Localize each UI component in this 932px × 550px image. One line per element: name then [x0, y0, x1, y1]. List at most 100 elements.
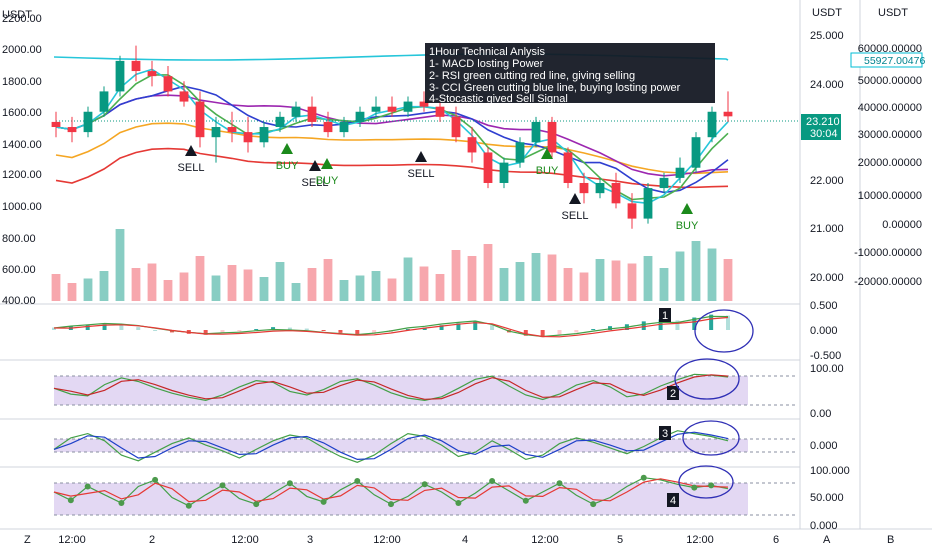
macd-histogram-bar: [169, 330, 174, 333]
price-badge: 23.210 30:04: [801, 114, 841, 140]
panel-cci-tick-label: 0.000: [810, 440, 838, 452]
indicator-layer: [52, 314, 730, 509]
macd-histogram-bar: [52, 327, 56, 330]
buy-signal-arrow: [281, 143, 293, 154]
stoch-cross-dot: [185, 502, 192, 509]
candle-body: [707, 111, 717, 138]
candle-body: [723, 111, 733, 117]
left-tick-label: 1000.00: [2, 201, 42, 213]
volume-bar: [627, 263, 637, 301]
sell-signal-arrow: [185, 145, 197, 156]
info-line-0: 1Hour Technical Anlysis: [429, 46, 545, 58]
far-tick-label: -10000.00000: [854, 247, 922, 259]
candle-body: [595, 182, 605, 194]
candle-body: [659, 177, 669, 189]
volume-bar: [595, 259, 605, 301]
volume-bar: [131, 268, 141, 301]
panel-stoch-tick-label: 100.000: [810, 465, 850, 477]
volume-bar: [99, 271, 109, 301]
left-tick-label: 800.00: [2, 233, 36, 245]
buy-signal-label: BUY: [276, 160, 299, 172]
sell-signal-label: SELL: [408, 168, 435, 180]
stoch-cross-dot: [152, 476, 159, 483]
macd-histogram-bar: [675, 320, 680, 330]
corner-label-z[interactable]: Z: [24, 534, 31, 546]
candle-body: [435, 106, 445, 117]
left-tick-label: 2000.00: [2, 44, 42, 56]
info-line-4: 4-Stocastic gived Sell Signal: [429, 93, 568, 105]
candle-body: [627, 203, 637, 219]
volume-bar: [195, 256, 205, 301]
volume-bar: [67, 283, 77, 301]
macd-histogram-bar: [523, 330, 528, 336]
left-tick-label: 2200.00: [2, 13, 42, 25]
candle-body: [355, 111, 365, 122]
volume-badge-bg: [850, 52, 923, 68]
cci-line: [53, 430, 729, 463]
macd-signal-line: [53, 316, 729, 338]
candle-body: [195, 101, 205, 138]
candle-body: [179, 91, 189, 102]
panel-number-2: 2: [670, 388, 676, 400]
corner-label-a[interactable]: A: [823, 534, 831, 546]
macd-histogram-bar: [355, 330, 360, 335]
stoch-cross-dot: [67, 497, 74, 504]
right-tick-label: 25.000: [810, 30, 844, 42]
volume-bar: [371, 271, 381, 301]
candle-body: [563, 152, 573, 183]
stoch-cross-dot: [522, 497, 529, 504]
info-line-2: 2- RSI green cutting red line, giving se…: [429, 70, 635, 82]
macd-histogram-bar: [271, 327, 276, 330]
x-tick-label: 4: [462, 534, 468, 546]
macd-histogram-bar: [85, 325, 90, 330]
candle-body: [227, 127, 237, 133]
stoch-cross-dot: [708, 482, 715, 489]
candle-body: [339, 121, 349, 133]
panel-macd-tick-label: 0.500: [810, 300, 838, 312]
x-tick-label: 5: [617, 534, 623, 546]
sell-signal-label: SELL: [302, 177, 329, 189]
stoch-cross-dot: [691, 484, 698, 491]
volume-bar: [275, 262, 285, 301]
far-tick-label: 10000.00000: [858, 190, 922, 202]
macd-histogram-bar: [287, 327, 292, 330]
far-tick-label: -20000.00000: [854, 276, 922, 288]
macd-histogram-bar: [490, 325, 495, 330]
far-tick-label: 30000.00000: [858, 129, 922, 141]
volume-bar: [355, 275, 365, 301]
candle-body: [403, 101, 413, 112]
macd-histogram-bar: [220, 330, 225, 333]
annotation-circles: [674, 309, 754, 499]
stoch-cross-dot: [118, 500, 125, 506]
x-tick-label: 12:00: [531, 534, 559, 546]
annotation-circle-1: [694, 309, 754, 353]
far-tick-label: 0.00000: [882, 219, 922, 231]
sell-signal-arrow: [415, 151, 427, 162]
left-tick-label: 1400.00: [2, 139, 42, 151]
stoch-cross-dot: [590, 501, 597, 508]
volume-bar: [435, 274, 445, 301]
x-tick-label: 3: [307, 534, 313, 546]
volume-bar: [691, 241, 701, 301]
stoch-cross-dot: [640, 474, 647, 481]
stoch-cross-dot: [320, 498, 327, 505]
far-tick-label: 60000.00000: [858, 43, 922, 55]
candle-body: [99, 91, 109, 112]
candle-body: [611, 182, 621, 204]
left-tick-label: 1600.00: [2, 107, 42, 119]
volume-bar: [531, 253, 541, 301]
macd-histogram-bar: [321, 330, 326, 331]
corner-label-b[interactable]: B: [887, 534, 894, 546]
volume-layer: [51, 229, 733, 301]
panel-stoch-tick-label: 50.000: [810, 492, 844, 504]
volume-bar: [547, 254, 557, 301]
panel-macd-tick-label: -0.500: [810, 350, 841, 362]
x-tick-label: 12:00: [231, 534, 259, 546]
volume-bar: [675, 251, 685, 301]
x-tick-label: 12:00: [58, 534, 86, 546]
candle-body: [147, 71, 157, 77]
volume-bar: [643, 256, 653, 301]
sell-signal-label: SELL: [178, 162, 205, 174]
